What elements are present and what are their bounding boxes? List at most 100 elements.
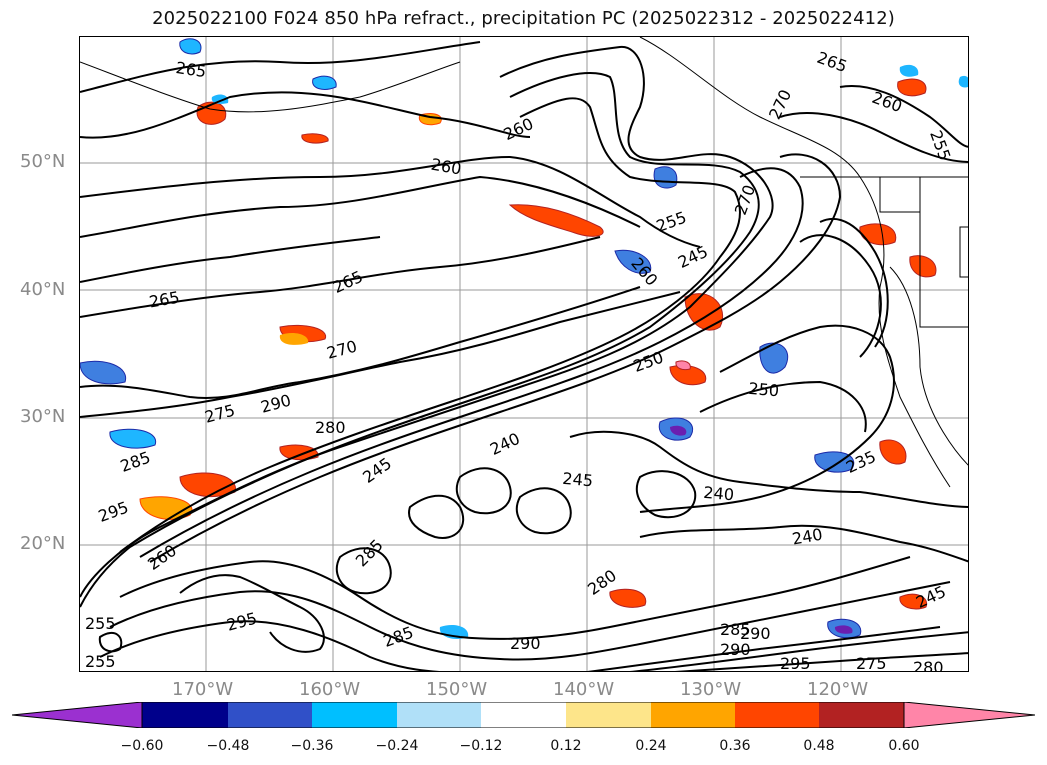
map-svg: 265 260 270 265 260 255 260 255 270 245 … (80, 37, 968, 672)
precip-band-subtropical (80, 204, 788, 520)
contour-label: 290 (510, 634, 541, 653)
precip-cell-north-1 (179, 38, 968, 189)
contour-label: 280 (315, 418, 346, 437)
contour-line-26 (819, 217, 889, 348)
colorbar-tick-label: 0.48 (803, 738, 835, 754)
contour-line-21 (587, 626, 941, 671)
colorbar-segment (481, 702, 566, 728)
aleutian-chain (80, 61, 461, 113)
colorbar-overflow (903, 701, 1036, 729)
colorbar-tick-label: 0.60 (888, 738, 920, 754)
contour-label: 285 (381, 623, 416, 651)
colorbar-segment (566, 702, 651, 728)
lat-label-40n: 40°N (20, 279, 66, 300)
contour-label: 245 (913, 582, 949, 612)
contour-label: 275 (856, 654, 887, 672)
contour-label: 285 (118, 448, 153, 476)
colorbar-segment (397, 702, 481, 728)
contour-line-28 (839, 85, 968, 148)
contour-line-1 (80, 41, 481, 93)
map-panel: 265 260 270 265 260 255 260 255 270 245 … (79, 36, 969, 672)
state-boundary-1 (879, 177, 920, 213)
contour-label: 275 (203, 400, 237, 426)
contour-label: 255 (654, 208, 689, 236)
contour-label: 270 (765, 87, 795, 123)
contour-label: 260 (501, 114, 537, 144)
contour-label: 260 (430, 155, 463, 179)
contour-line-6 (80, 72, 760, 608)
contour-closed-3 (515, 487, 572, 535)
contour-label: 285 (720, 620, 751, 639)
contour-label: 260 (144, 541, 180, 574)
lon-label-150w: 150°W (426, 679, 488, 700)
contour-line-10 (80, 236, 601, 318)
contour-line-11 (80, 236, 381, 283)
contour-line-16 (569, 430, 968, 508)
contour-line-17 (639, 524, 968, 563)
colorbar-tick-label: −0.24 (375, 738, 419, 754)
colorbar-segment (142, 702, 228, 728)
colorbar-tick-label: −0.36 (290, 738, 334, 754)
precip-cell-east (439, 223, 937, 639)
contour-label: 270 (731, 182, 759, 217)
state-boundary-2 (919, 177, 968, 328)
lon-label-170w: 170°W (172, 679, 234, 700)
contour-line-23 (674, 652, 968, 671)
colorbar-segment (228, 702, 312, 728)
contour-line-24 (179, 574, 325, 653)
colorbar-segment (651, 702, 735, 728)
alaska-panhandle-coast (639, 37, 861, 178)
contour-label: 245 (675, 242, 711, 272)
contour-line-2 (80, 91, 531, 139)
contour-label: 260 (870, 88, 905, 116)
colorbar-segment (735, 702, 819, 728)
colorbar-tick-label: 0.36 (719, 738, 751, 754)
colorbar-tick-label: −0.48 (206, 738, 250, 754)
contour-labels: 265 260 270 265 260 255 260 255 270 245 … (85, 48, 954, 672)
contour-closed-6 (98, 631, 123, 653)
contour-label: 290 (740, 624, 771, 643)
lon-label-120w: 120°W (807, 679, 869, 700)
colorbar (11, 701, 1036, 729)
contour-label: 270 (325, 336, 359, 362)
lat-label-20n: 20°N (20, 533, 66, 554)
contour-label: 245 (562, 469, 594, 491)
lon-label-140w: 140°W (553, 679, 615, 700)
map-title: 2025022100 F024 850 hPa refract., precip… (152, 8, 895, 29)
contour-line-9 (149, 153, 842, 563)
contour-line-13 (80, 291, 681, 418)
contour-line-15 (699, 380, 867, 433)
contour-line-19 (109, 581, 951, 661)
precipitation-shading (80, 38, 968, 639)
graticule (80, 37, 968, 671)
contour-label: 250 (631, 348, 666, 376)
contour-line-5 (80, 45, 774, 598)
lon-label-130w: 130°W (680, 679, 742, 700)
contour-label: 295 (780, 654, 811, 672)
contour-label: 255 (85, 652, 116, 671)
colorbar-segment (819, 702, 904, 728)
contour-line-25 (799, 234, 882, 358)
contour-line-18 (119, 556, 911, 640)
contour-line-27 (779, 111, 968, 163)
colorbar-tick-label: −0.60 (120, 738, 164, 754)
contour-label: 250 (748, 379, 780, 401)
contour-line-22 (629, 631, 968, 671)
colorbar-tick-label: −0.12 (459, 738, 503, 754)
contour-label: 265 (175, 58, 208, 81)
contour-label: 240 (703, 483, 735, 505)
state-box (959, 226, 968, 278)
contour-label: 295 (96, 498, 131, 526)
colorbar-tick-label: 0.24 (635, 738, 667, 754)
contour-label: 295 (225, 608, 259, 634)
baja-coast (889, 266, 968, 466)
contour-closed-1 (408, 494, 465, 539)
contour-label: 280 (913, 658, 944, 672)
colorbar-svg (11, 701, 1036, 729)
refractivity-contours (80, 41, 968, 671)
contour-label: 235 (843, 447, 879, 477)
lat-label-30n: 30°N (20, 406, 66, 427)
contour-label: 290 (259, 390, 293, 416)
contour-closed-5 (635, 470, 697, 519)
contour-label: 255 (85, 614, 116, 633)
